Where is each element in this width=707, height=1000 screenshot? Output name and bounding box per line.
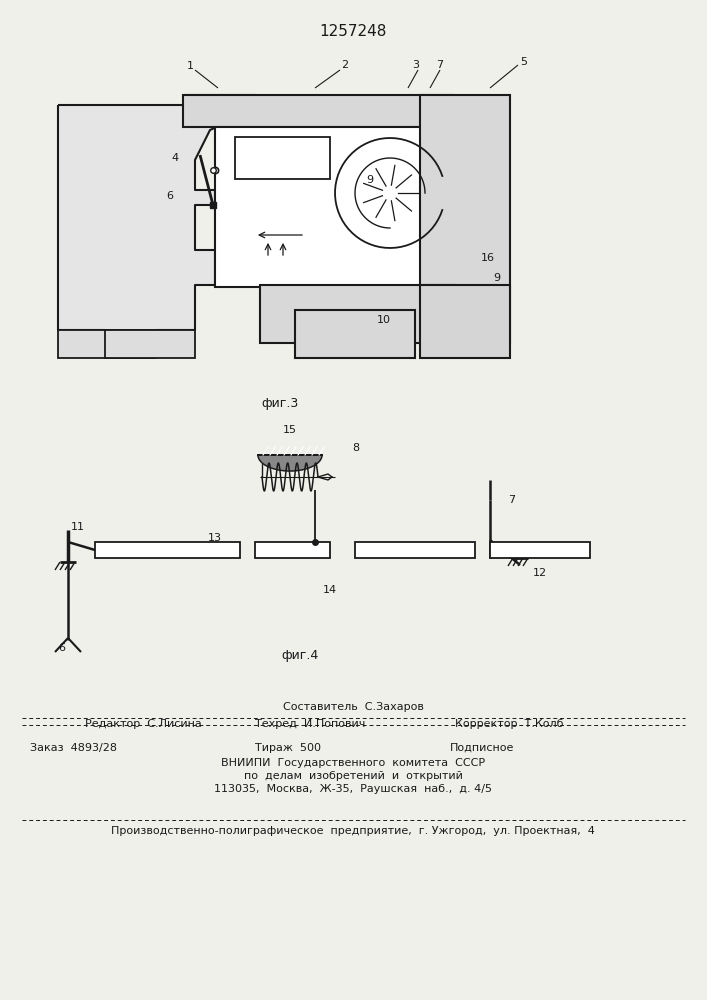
Text: Корректор  Т.Колб: Корректор Т.Колб [455,719,563,729]
Bar [235,137,330,179]
Text: 1257248: 1257248 [320,24,387,39]
Text: 14: 14 [323,585,337,595]
Text: 7: 7 [508,495,515,505]
Text: 2: 2 [341,60,349,70]
Text: по  делам  изобретений  и  открытий: по делам изобретений и открытий [244,771,462,781]
Bar [355,542,475,558]
Bar [420,285,510,358]
Text: Составитель  С.Захаров: Составитель С.Захаров [283,702,423,712]
Text: 9: 9 [493,273,501,283]
Text: 1: 1 [187,61,194,71]
Text: 9: 9 [366,175,373,185]
Text: 7: 7 [436,60,443,70]
Bar [255,542,330,558]
Polygon shape [258,455,322,471]
Polygon shape [58,95,255,355]
Text: 10: 10 [377,315,391,325]
Text: 13: 13 [208,533,222,543]
Text: 6: 6 [167,191,173,201]
Text: Техред  И.Попович: Техред И.Попович [255,719,366,729]
Bar [95,542,240,558]
Text: 4: 4 [171,153,179,163]
Bar [58,330,155,358]
Text: Тираж  500: Тираж 500 [255,743,321,753]
Text: 6: 6 [59,643,66,653]
Text: 11: 11 [71,522,85,532]
Text: фиг.4: фиг.4 [281,648,319,662]
Text: 113035,  Москва,  Ж-35,  Раушская  наб.,  д. 4/5: 113035, Москва, Ж-35, Раушская наб., д. … [214,784,492,794]
Text: 12: 12 [533,568,547,578]
Text: 5: 5 [520,57,527,67]
Bar [420,95,510,343]
Text: Заказ  4893/28: Заказ 4893/28 [30,743,117,753]
Bar [105,330,195,358]
Bar [490,542,590,558]
Bar [260,285,455,343]
Text: Подписное: Подписное [450,743,515,753]
Text: 3: 3 [412,60,419,70]
Text: фиг.3: фиг.3 [262,396,298,410]
Bar [215,127,453,287]
Text: Производственно-полиграфическое  предприятие,  г. Ужгород,  ул. Проектная,  4: Производственно-полиграфическое предприя… [111,826,595,836]
Bar [183,95,453,127]
Text: Редактор  С.Лисина: Редактор С.Лисина [85,719,201,729]
Text: 8: 8 [352,443,360,453]
Text: ВНИИПИ  Государственного  комитета  СССР: ВНИИПИ Государственного комитета СССР [221,758,485,768]
Text: 15: 15 [283,425,297,435]
Text: 16: 16 [481,253,495,263]
Bar [295,310,415,358]
